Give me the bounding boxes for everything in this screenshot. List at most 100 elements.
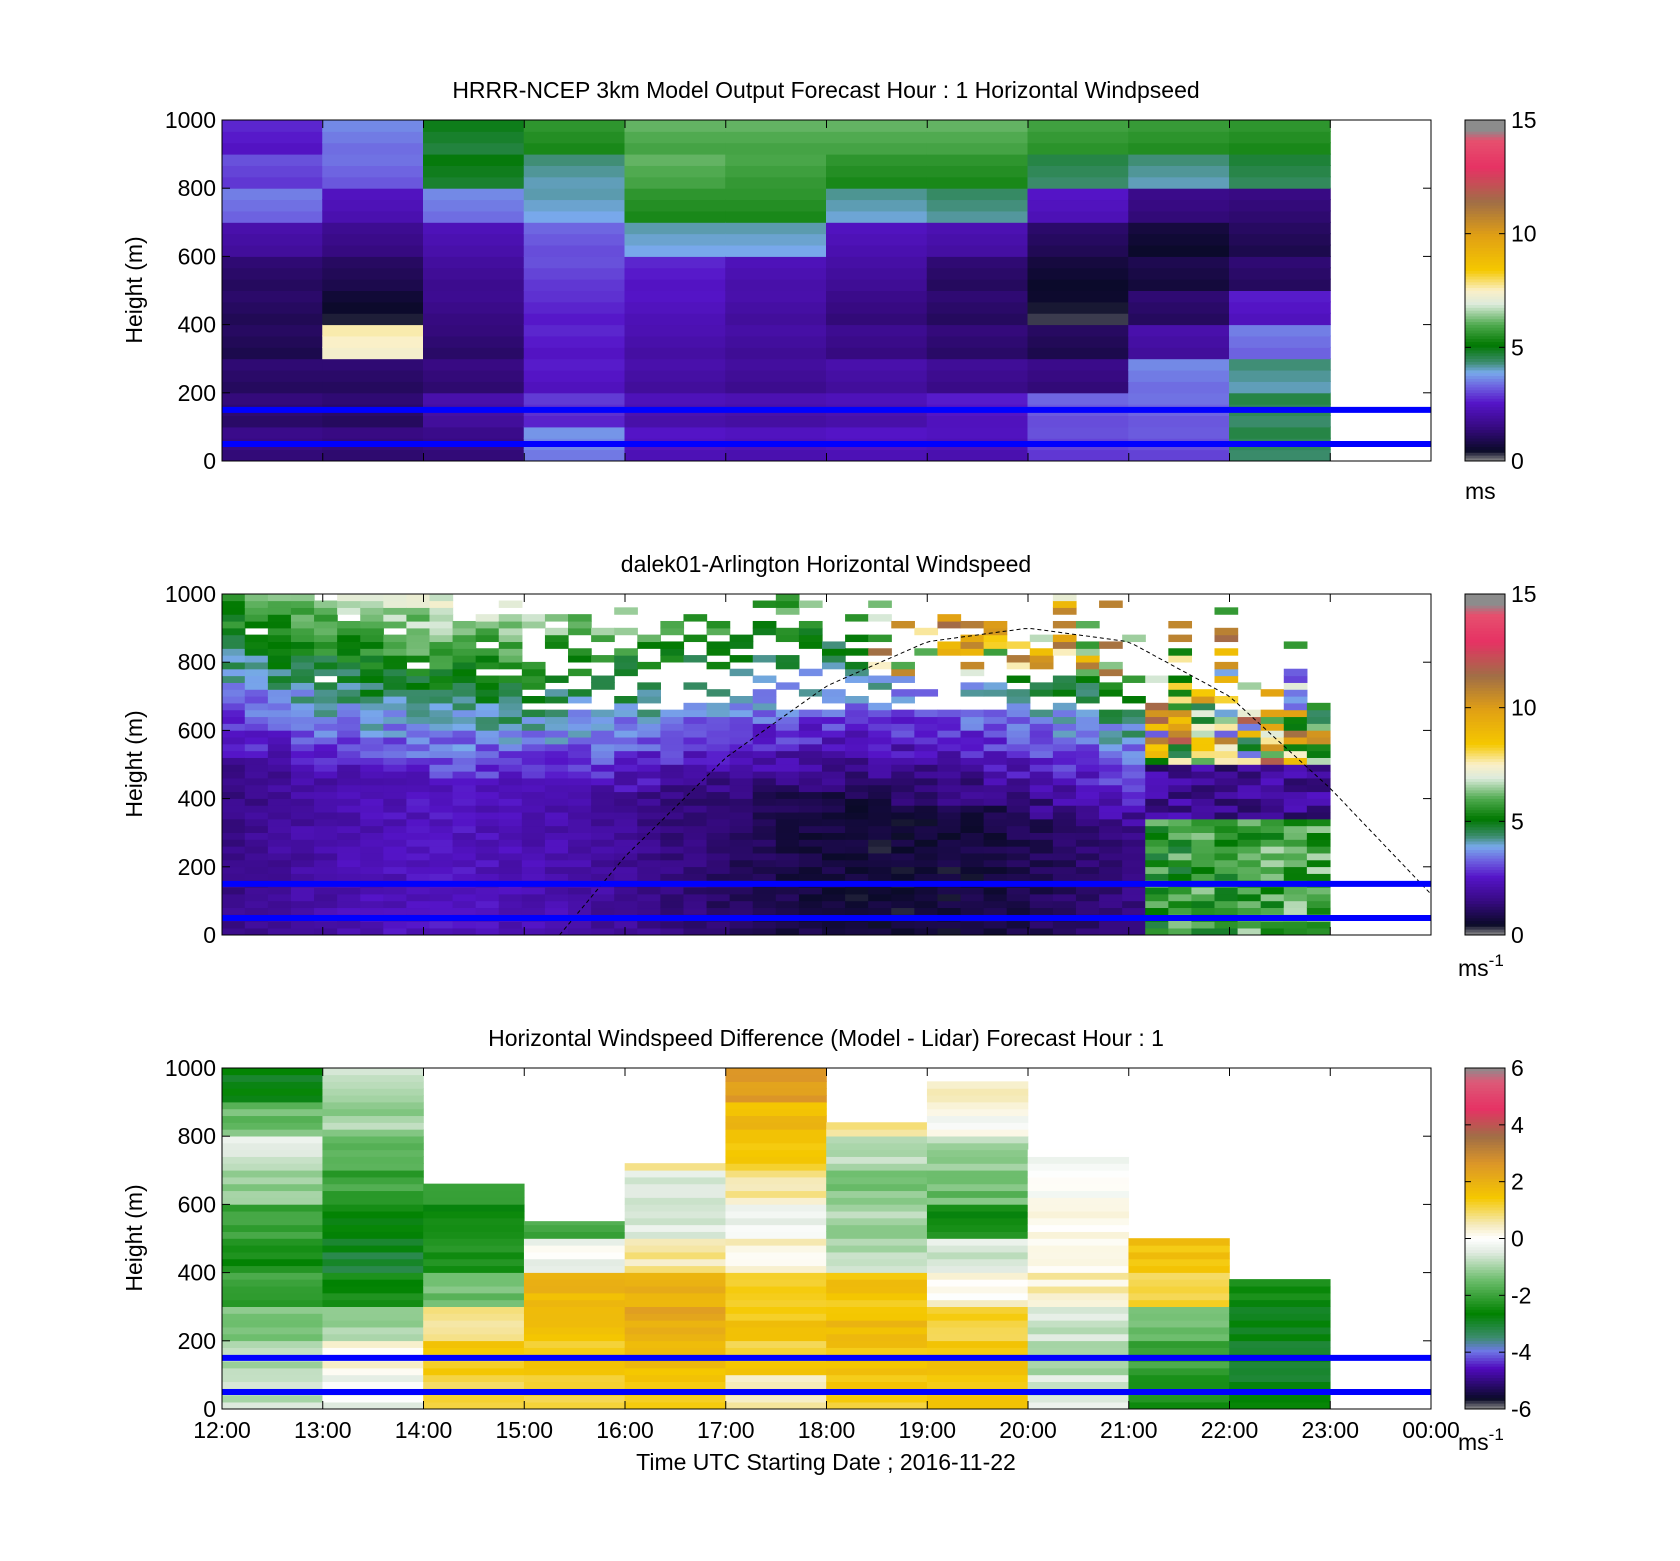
heatmap-cell [775, 709, 800, 718]
heatmap-cell [683, 805, 708, 813]
reference-lines [222, 406, 1431, 447]
heatmap-cell [1128, 164, 1230, 178]
colorbar-swatch [1465, 1158, 1505, 1163]
heatmap-cell [544, 832, 569, 840]
colorbar-swatch [1465, 1340, 1505, 1344]
heatmap-cell [868, 791, 892, 799]
heatmap-cell [267, 668, 292, 677]
heatmap-cell [926, 369, 1029, 382]
heatmap-cell [521, 927, 546, 935]
heatmap-cell [752, 798, 777, 806]
heatmap-cell [1229, 244, 1331, 257]
heatmap-cell [960, 723, 985, 731]
heatmap-cell [244, 777, 269, 786]
heatmap-cell [498, 702, 523, 711]
x-ticks [221, 594, 1432, 935]
heatmap-cell [498, 689, 523, 697]
heatmap-cell [1237, 839, 1262, 847]
heatmap-cell [1027, 1401, 1130, 1409]
heatmap-cell [222, 187, 324, 201]
heatmap-cell [290, 777, 315, 786]
heatmap-cell [798, 627, 823, 636]
heatmap-cell [845, 634, 869, 643]
heatmap-cell [360, 846, 384, 854]
heatmap-cell [926, 1292, 1029, 1301]
heatmap-cell [452, 832, 477, 840]
heatmap-cell [1260, 832, 1285, 840]
heatmap-cell [222, 900, 246, 909]
heatmap-cell [337, 784, 361, 793]
colorbar-swatch [1465, 897, 1505, 902]
heatmap-cell [1006, 832, 1031, 840]
heatmap-cell [475, 777, 500, 786]
heatmap-cell [383, 798, 408, 806]
heatmap-cell [360, 607, 384, 615]
heatmap-cell [267, 873, 292, 881]
heatmap-cell [498, 784, 523, 793]
heatmap-cell [1260, 846, 1285, 854]
heatmap-cell [429, 709, 454, 718]
heatmap-cell [1075, 764, 1100, 772]
heatmap-cell [1128, 415, 1230, 428]
heatmap-cell [1283, 839, 1308, 847]
colorbar-swatch [1465, 903, 1505, 907]
x-ticks [221, 120, 1432, 461]
heatmap-cell [222, 1401, 324, 1409]
heatmap-cell [1191, 846, 1216, 854]
heatmap-cell [322, 1217, 424, 1226]
heatmap-cell [706, 866, 731, 874]
heatmap-cell [1260, 771, 1285, 779]
heatmap-cell [624, 221, 727, 235]
heatmap-cell [337, 805, 361, 813]
heatmap-cell [429, 641, 454, 649]
heatmap-cell [322, 380, 424, 394]
heatmap-cell [1237, 927, 1262, 935]
heatmap-cell [660, 655, 685, 663]
heatmap-cell [614, 859, 638, 868]
heatmap-cell [1006, 839, 1031, 847]
heatmap-cell [637, 811, 661, 820]
heatmap-cell [752, 825, 777, 833]
heatmap-cell [452, 811, 477, 820]
heatmap-cell [222, 1340, 324, 1348]
heatmap-cell [868, 907, 892, 915]
heatmap-cell [544, 846, 569, 854]
heatmap-cell [475, 798, 500, 806]
heatmap-cell [1260, 805, 1285, 813]
colorbar-swatch [1465, 392, 1505, 396]
heatmap-cell [521, 675, 546, 683]
heatmap-cell [868, 750, 892, 758]
heatmap-cell [423, 210, 525, 223]
heatmap-cell [937, 859, 962, 868]
heatmap-cell [1099, 907, 1123, 915]
heatmap-cell [222, 1238, 324, 1246]
heatmap-cell [523, 142, 626, 155]
heatmap-cell [498, 675, 523, 683]
heatmap-cell [1214, 723, 1239, 731]
heatmap-cell [290, 648, 315, 656]
heatmap-cell [1052, 764, 1077, 772]
heatmap-cell [383, 873, 408, 881]
heatmap-cell [1099, 900, 1123, 909]
heatmap-cell [637, 886, 661, 895]
heatmap-cell [360, 771, 384, 779]
heatmap-cell [523, 1367, 626, 1376]
heatmap-cell [267, 866, 292, 874]
colorbar-swatch [1465, 1187, 1505, 1191]
heatmap-cell [983, 750, 1008, 758]
heatmap-cell [429, 825, 454, 833]
heatmap-cell [624, 1197, 727, 1205]
heatmap-cell [523, 267, 626, 280]
heatmap-cell [1128, 244, 1230, 257]
heatmap-cell [337, 668, 361, 677]
heatmap-cell [937, 825, 962, 833]
heatmap-cell [845, 648, 869, 656]
heatmap-cell [1306, 716, 1331, 724]
heatmap-cell [222, 267, 324, 280]
heatmap-cell [244, 648, 269, 656]
heatmap-cell [926, 233, 1029, 246]
heatmap-cell [1006, 921, 1031, 929]
heatmap-cell [798, 620, 823, 629]
heatmap-cell [591, 743, 615, 752]
x-tick-label: 18:00 [798, 1417, 856, 1443]
